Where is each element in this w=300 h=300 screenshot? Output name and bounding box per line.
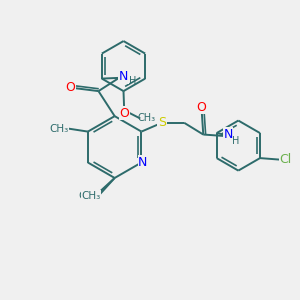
Text: H: H — [129, 76, 137, 86]
Text: O: O — [120, 107, 130, 120]
Text: N: N — [119, 70, 128, 83]
Text: S: S — [158, 116, 166, 129]
Text: CH₃: CH₃ — [82, 190, 101, 201]
Text: CH₃: CH₃ — [50, 124, 69, 134]
Text: CH₃: CH₃ — [138, 113, 156, 124]
Text: Cl: Cl — [280, 153, 292, 166]
Text: CH₃: CH₃ — [79, 190, 98, 201]
Text: H: H — [232, 136, 239, 146]
Text: N: N — [223, 128, 233, 141]
Text: N: N — [138, 156, 148, 169]
Text: O: O — [66, 81, 75, 94]
Text: O: O — [196, 101, 206, 114]
